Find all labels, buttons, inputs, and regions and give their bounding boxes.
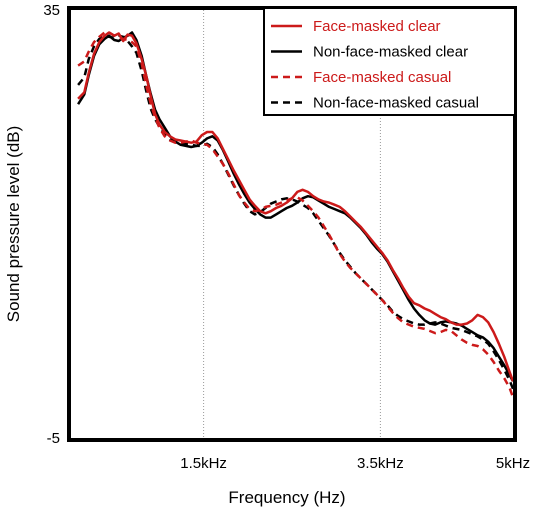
x-tick-label: 3.5kHz: [357, 455, 404, 472]
legend-label: Non-face-masked clear: [313, 44, 468, 61]
legend-label: Face-masked casual: [313, 69, 451, 86]
series-lines: [77, 31, 515, 398]
series-line-face-masked-clear: [77, 31, 515, 382]
x-axis-title: Frequency (Hz): [228, 488, 345, 507]
legend-label: Non-face-masked casual: [313, 95, 479, 112]
legend: Face-masked clear Non-face-masked clear Fa…: [263, 7, 516, 116]
series-line-non-face-masked-casual: [77, 34, 515, 390]
legend-items: Face-masked clear Non-face-masked clear Fa…: [271, 18, 479, 112]
y-axis-title: Sound pressure level (dB): [4, 126, 23, 323]
y-tick-label: -5: [47, 430, 60, 447]
x-tick-label: 1.5kHz: [180, 455, 227, 472]
x-tick-labels: 1.5kHz 3.5kHz 5kHz: [180, 455, 530, 472]
y-tick-label: 35: [43, 2, 60, 19]
legend-label: Face-masked clear: [313, 18, 441, 35]
x-tick-label: 5kHz: [496, 455, 530, 472]
legend-box: [263, 7, 516, 116]
y-tick-labels: 35 -5: [43, 2, 60, 447]
